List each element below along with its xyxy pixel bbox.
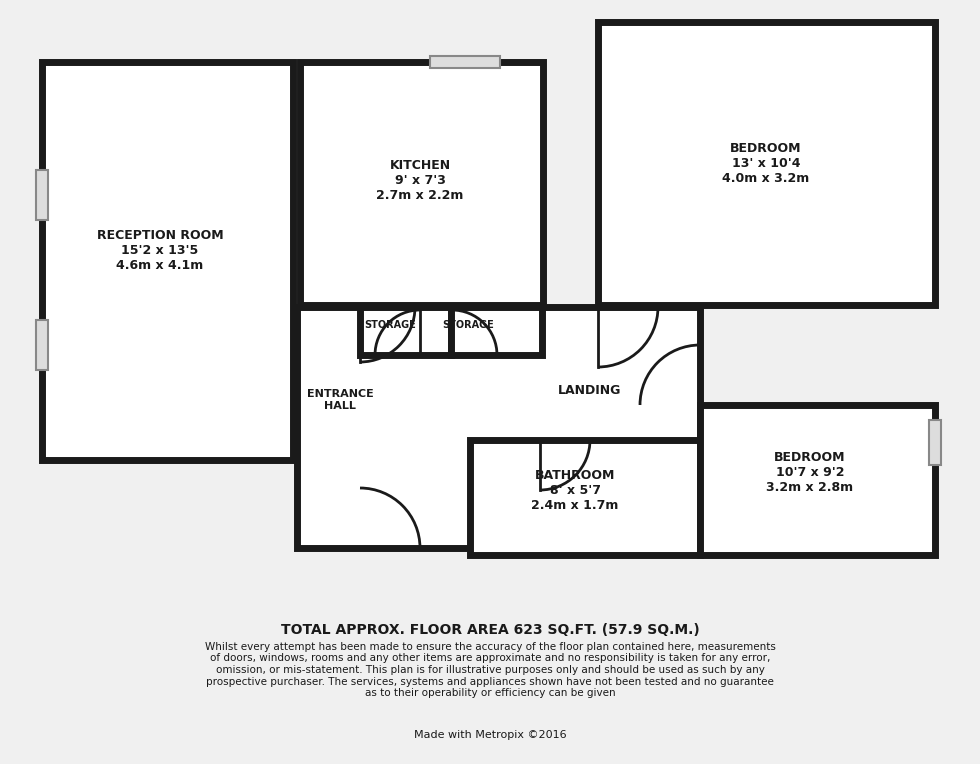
Bar (36, 320, 48, 370)
Bar (430, 56, 500, 68)
Text: TOTAL APPROX. FLOOR AREA 623 SQ.FT. (57.9 SQ.M.): TOTAL APPROX. FLOOR AREA 623 SQ.FT. (57.… (280, 623, 700, 637)
Bar (360, 307, 451, 355)
Text: ENTRANCE
HALL: ENTRANCE HALL (307, 389, 373, 411)
Text: STORAGE: STORAGE (442, 320, 494, 330)
Bar (300, 62, 543, 305)
Text: LANDING: LANDING (559, 384, 621, 397)
Bar (598, 22, 935, 305)
Text: STORAGE: STORAGE (365, 320, 416, 330)
Text: BEDROOM
13' x 10'4
4.0m x 3.2m: BEDROOM 13' x 10'4 4.0m x 3.2m (722, 141, 809, 184)
Bar (470, 440, 700, 555)
Bar (451, 307, 542, 355)
Bar (42, 62, 293, 460)
Bar (700, 405, 935, 555)
Text: RECEPTION ROOM
15'2 x 13'5
4.6m x 4.1m: RECEPTION ROOM 15'2 x 13'5 4.6m x 4.1m (97, 228, 223, 271)
Bar (929, 420, 941, 465)
Bar (36, 170, 48, 220)
Text: Made with Metropix ©2016: Made with Metropix ©2016 (414, 730, 566, 740)
Text: BATHROOM
8' x 5'7
2.4m x 1.7m: BATHROOM 8' x 5'7 2.4m x 1.7m (531, 468, 618, 512)
Text: Whilst every attempt has been made to ensure the accuracy of the floor plan cont: Whilst every attempt has been made to en… (205, 642, 775, 698)
Text: KITCHEN
9' x 7'3
2.7m x 2.2m: KITCHEN 9' x 7'3 2.7m x 2.2m (376, 158, 464, 202)
Bar (297, 307, 700, 548)
Text: BEDROOM
10'7 x 9'2
3.2m x 2.8m: BEDROOM 10'7 x 9'2 3.2m x 2.8m (766, 451, 854, 494)
